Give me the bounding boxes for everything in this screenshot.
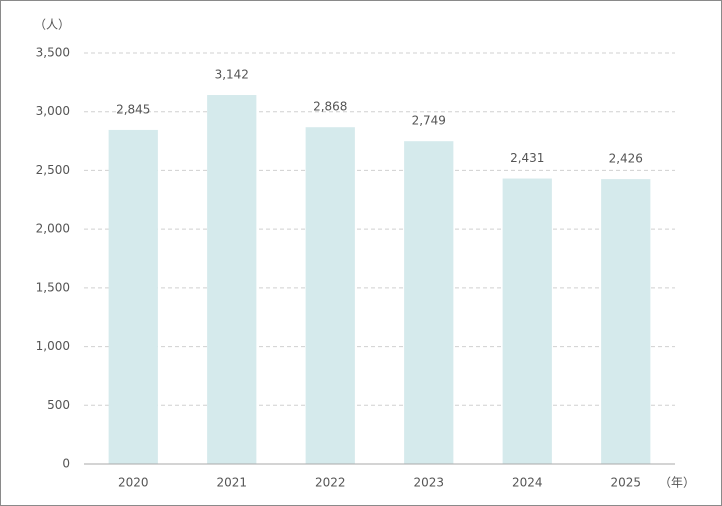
y-tick-label: 500 xyxy=(47,398,70,412)
x-tick-label: 2020 xyxy=(118,476,149,490)
bar xyxy=(502,178,552,465)
x-tick-label: 2023 xyxy=(413,476,444,490)
value-label: 2,845 xyxy=(116,102,150,116)
x-tick-label: 2024 xyxy=(512,476,543,490)
y-tick-label: 1,500 xyxy=(36,280,70,294)
bar xyxy=(601,179,651,464)
bar xyxy=(108,129,158,464)
value-label: 2,426 xyxy=(609,152,643,166)
x-tick-label: 2022 xyxy=(315,476,346,490)
value-label: 2,431 xyxy=(510,151,544,165)
x-axis-unit: （年） xyxy=(659,476,695,490)
x-tick-label: 2021 xyxy=(216,476,247,490)
value-label: 3,142 xyxy=(215,68,249,82)
value-label: 2,868 xyxy=(313,100,347,114)
x-tick-label: 2025 xyxy=(610,476,641,490)
bar xyxy=(207,95,257,464)
y-tick-label: 0 xyxy=(62,457,70,471)
y-tick-label: 3,000 xyxy=(36,104,70,118)
y-tick-label: 1,000 xyxy=(36,339,70,353)
y-tick-label: 3,500 xyxy=(36,46,70,60)
y-axis-unit: （人） xyxy=(34,18,70,32)
value-label: 2,749 xyxy=(412,114,446,128)
bar xyxy=(305,127,355,465)
bar xyxy=(404,141,454,465)
y-tick-label: 2,500 xyxy=(36,163,70,177)
y-tick-label: 2,000 xyxy=(36,222,70,236)
